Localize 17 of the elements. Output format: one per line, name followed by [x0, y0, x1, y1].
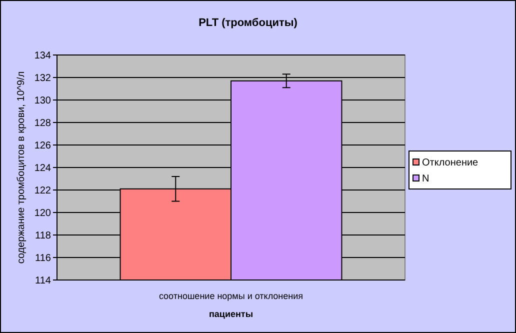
y-tick-label: 118 — [35, 230, 52, 242]
x-axis-title: пациенты — [208, 309, 254, 319]
y-tick-label: 120 — [34, 208, 52, 219]
y-tick-label: 124 — [34, 163, 52, 174]
y-axis-title: содержание тромбоцитов в крови, 10^9/л — [16, 71, 27, 264]
x-tick-label: соотношение нормы и отклонения — [158, 291, 304, 301]
y-tick-label: 134 — [34, 50, 52, 62]
y-tick-label: 122 — [34, 186, 52, 196]
chart-title: PLT (тромбоциты) — [198, 17, 298, 29]
legend-label: Отклонение — [422, 158, 479, 168]
y-tick-label: 130 — [34, 96, 52, 106]
legend-label: N — [422, 174, 430, 184]
y-tick-label: 132 — [34, 73, 52, 84]
y-tick-label: 128 — [34, 118, 52, 129]
y-tick-label: 126 — [34, 140, 52, 152]
y-tick-label: 116 — [35, 253, 52, 264]
y-tick-label: 114 — [35, 276, 52, 286]
